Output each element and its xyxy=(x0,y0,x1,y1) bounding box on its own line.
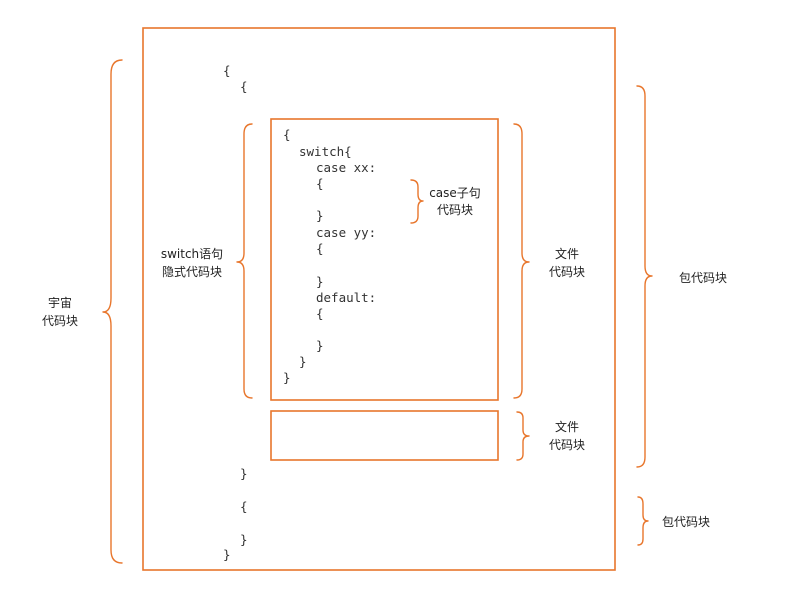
universe-box xyxy=(142,27,616,571)
label-universe-line1: 宇宙 xyxy=(48,295,72,310)
label-package-2: 包代码块 xyxy=(662,515,710,529)
code-second-open: { xyxy=(240,499,248,514)
code-outer-open-1: { xyxy=(223,63,231,78)
empty-block-box xyxy=(270,410,499,461)
code-block-open: { xyxy=(283,127,291,142)
code-case-xx-open: { xyxy=(316,176,324,191)
code-default-open: { xyxy=(316,306,324,321)
code-case-yy: case yy: xyxy=(316,225,376,240)
label-switch-line2: 隐式代码块 xyxy=(162,265,222,279)
label-universe-line2: 代码块 xyxy=(42,314,78,328)
switch-block-box xyxy=(270,118,499,401)
code-switch: switch{ xyxy=(299,144,352,159)
code-case-xx-close: } xyxy=(316,208,324,223)
file-brace-1 xyxy=(513,123,530,399)
code-outer-open-2: { xyxy=(240,79,248,94)
code-block-close: } xyxy=(283,370,291,385)
case-clause-brace xyxy=(410,179,424,224)
universe-brace xyxy=(102,59,123,564)
code-switch-close: } xyxy=(299,354,307,369)
code-outer-close: } xyxy=(223,547,231,562)
code-default: default: xyxy=(316,290,376,305)
label-switch-line1: switch语句 xyxy=(161,247,223,261)
label-file2-line2: 代码块 xyxy=(549,438,585,452)
code-default-close: } xyxy=(316,338,324,353)
code-case-xx: case xx: xyxy=(316,160,376,175)
label-file2-line1: 文件 xyxy=(555,419,579,434)
switch-implicit-brace xyxy=(236,123,253,399)
package-brace-1 xyxy=(636,85,653,468)
label-case-line1: case子句 xyxy=(429,186,481,200)
label-file1-line1: 文件 xyxy=(555,246,579,261)
package-brace-2 xyxy=(637,496,649,546)
label-package-1: 包代码块 xyxy=(679,271,727,285)
code-listing: { { { switch{ case xx: { } case yy: { } … xyxy=(223,63,376,562)
file-brace-2 xyxy=(516,411,530,461)
code-case-yy-close: } xyxy=(316,274,324,289)
label-case-line2: 代码块 xyxy=(437,203,473,217)
code-case-yy-open: { xyxy=(316,241,324,256)
code-second-close: } xyxy=(240,532,248,547)
code-inner-close: } xyxy=(240,466,248,481)
label-file1-line2: 代码块 xyxy=(549,265,585,279)
